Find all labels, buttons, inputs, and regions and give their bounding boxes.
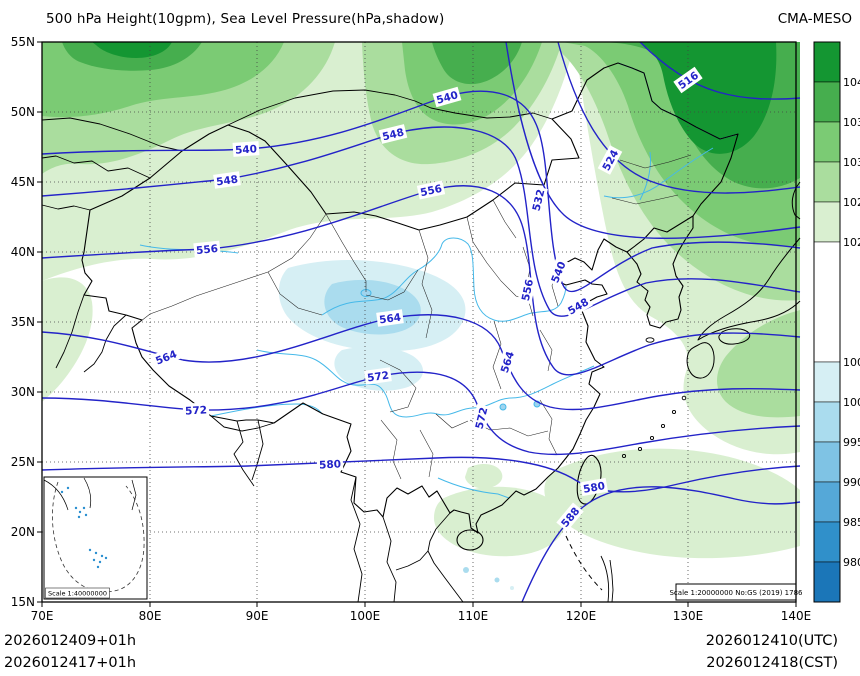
y-tick-label: 50N: [11, 105, 35, 119]
colorbar-tick: 1020: [843, 236, 860, 249]
contour-588: [521, 486, 801, 603]
x-tick-label: 110E: [458, 609, 489, 623]
map-frame: 70E 80E 90E 100E 110E 120E 130E 140E 55N…: [11, 35, 812, 623]
contour-label: 564: [154, 348, 179, 367]
colorbar: 1040 1035 1030 1025 1020 1005 1000 995 9…: [813, 41, 860, 603]
neighbor-borders: [41, 89, 553, 603]
y-tick-label: 30N: [11, 385, 35, 399]
ryukyu-islands: [621, 337, 687, 459]
y-tick-label: 45N: [11, 175, 35, 189]
x-tick-label: 140E: [781, 609, 812, 623]
province-borders: [131, 154, 692, 480]
y-tick-label: 40N: [11, 245, 35, 259]
contour-580: [41, 456, 801, 493]
contour-label: 540: [549, 260, 568, 285]
contour-label: 572: [366, 370, 389, 385]
contour-524: [557, 41, 801, 194]
contour-label: 540: [235, 143, 258, 156]
x-tick-label: 80E: [139, 609, 162, 623]
y-tick-label: 55N: [11, 35, 35, 49]
colorbar-tick: 1030: [843, 156, 860, 169]
valid-time-utc: 2026012410(UTC): [705, 633, 838, 649]
contour-532: [505, 41, 801, 239]
contour-label: 556: [419, 183, 443, 199]
contour-label: 564: [499, 350, 517, 375]
colorbar-tick: 1000: [843, 396, 860, 409]
contour-label: 540: [435, 89, 459, 107]
height-contours: [41, 41, 801, 603]
luzon-outline: [600, 555, 614, 603]
y-tick-label: 35N: [11, 315, 35, 329]
colorbar-tick: 1040: [843, 76, 860, 89]
x-tick-label: 120E: [566, 609, 597, 623]
colorbar-tick: 985: [843, 516, 860, 529]
y-tick-label: 25N: [11, 455, 35, 469]
contour-label: 572: [185, 404, 208, 417]
scs-inset-map: Scale 1:40000000: [43, 476, 148, 600]
inset-scale-label: Scale 1:40000000: [48, 590, 107, 598]
colorbar-tick: 980: [843, 556, 860, 569]
contour-label: 564: [378, 312, 401, 327]
scs-dashed-line: [565, 535, 603, 591]
colorbar-tick: 1035: [843, 116, 860, 129]
y-tick-label: 15N: [11, 595, 35, 609]
contour-516: [639, 41, 801, 100]
inset-islands: [60, 486, 108, 569]
contour-value-labels: 540 548 556 564 572 540 548 556 564 572 …: [151, 66, 703, 532]
china-outline: [81, 62, 739, 534]
contour-label: 548: [215, 174, 238, 189]
contour-label: 532: [530, 188, 547, 212]
init-time-utc: 2026012409+01h: [4, 633, 137, 649]
x-tick-label: 70E: [31, 609, 54, 623]
hainan-outline: [456, 529, 484, 551]
contour-label: 580: [582, 480, 606, 496]
colorbar-tick: 990: [843, 476, 860, 489]
contour-564: [41, 314, 801, 411]
slp-shading: [42, 42, 800, 590]
model-name: CMA-MESO: [777, 11, 852, 27]
x-tick-label: 130E: [673, 609, 704, 623]
taiwan-outline: [576, 454, 602, 505]
map-scale-badge: Scale 1:20000000 No:GS (2019) 1786: [669, 583, 803, 601]
contour-label: 580: [319, 458, 342, 471]
colorbar-tick: 1025: [843, 196, 860, 209]
x-axis-labels: 70E 80E 90E 100E 110E 120E 130E 140E: [31, 609, 812, 623]
contour-label: 556: [520, 278, 536, 302]
init-time-cst: 2026012417+01h: [4, 655, 137, 671]
map-scale-text: Scale 1:20000000 No:GS (2019) 1786: [669, 589, 803, 597]
contour-label: 548: [381, 126, 405, 143]
japan-outline: [686, 181, 801, 379]
x-tick-label: 90E: [246, 609, 269, 623]
contour-label: 556: [196, 243, 219, 257]
y-axis-labels: 55N 50N 45N 40N 35N 30N 25N 20N 15N: [11, 35, 35, 609]
country-borders: [41, 62, 801, 603]
colorbar-labels: 1040 1035 1030 1025 1020 1005 1000 995 9…: [843, 76, 860, 569]
x-tick-label: 100E: [350, 609, 381, 623]
colorbar-tick: 995: [843, 436, 860, 449]
chart-title: 500 hPa Height(10gpm), Sea Level Pressur…: [46, 11, 445, 27]
contour-label: 572: [473, 406, 490, 430]
colorbar-tick: 1005: [843, 356, 860, 369]
valid-time-cst: 2026012418(CST): [706, 655, 838, 671]
y-tick-label: 20N: [11, 525, 35, 539]
